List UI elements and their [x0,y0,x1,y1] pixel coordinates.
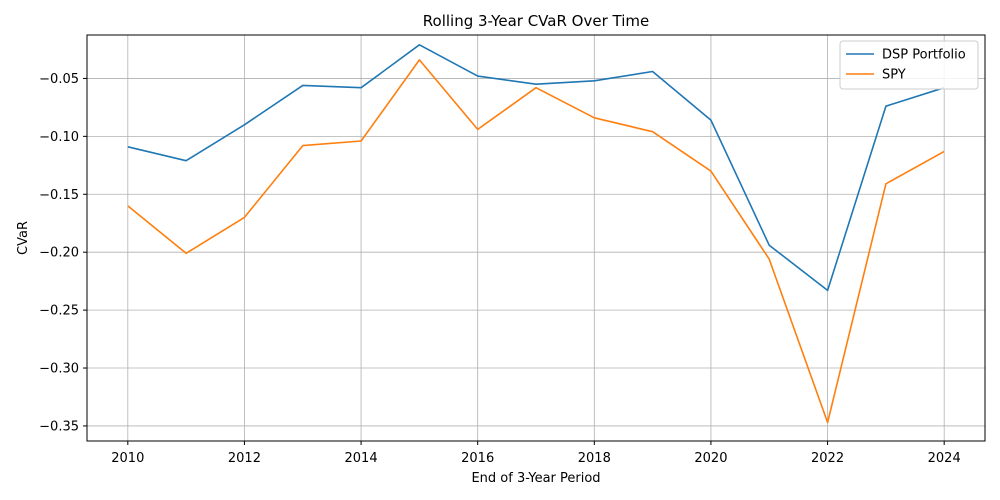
grid [87,35,985,441]
legend-label: SPY [882,68,906,83]
y-tick-label: −0.20 [39,246,79,261]
y-tick-label: −0.35 [39,419,79,434]
x-tick-label: 2020 [694,451,727,466]
y-tick-label: −0.05 [39,72,79,87]
x-tick-label: 2010 [111,451,144,466]
x-tick-label: 2022 [811,451,844,466]
ticks: 2010 2012 2014 2016 2018 2020 2022 2024 −0.35 −0.… [39,72,961,466]
x-tick-label: 2012 [228,451,261,466]
x-tick-label: 2024 [928,451,961,466]
chart-title: Rolling 3-Year CVaR Over Time [423,12,649,30]
x-axis-title: End of 3-Year Period [471,471,600,486]
y-axis-title: CVaR [16,221,31,255]
series-line-dsp-portfolio [127,43,945,292]
x-tick-label: 2018 [578,451,611,466]
y-tick-label: −0.10 [39,130,79,145]
legend-box [839,40,979,90]
y-tick-label: −0.25 [39,304,79,319]
series-line-spy [127,59,945,424]
legend-label: DSP Portfolio [882,48,966,63]
x-tick-label: 2016 [461,451,494,466]
y-tick-label: −0.30 [39,362,79,377]
y-tick-label: −0.15 [39,188,79,203]
legend: DSP Portfolio SPY [839,40,979,90]
series-layer [127,43,945,424]
x-tick-label: 2014 [345,451,378,466]
plot-area-frame [86,34,986,442]
